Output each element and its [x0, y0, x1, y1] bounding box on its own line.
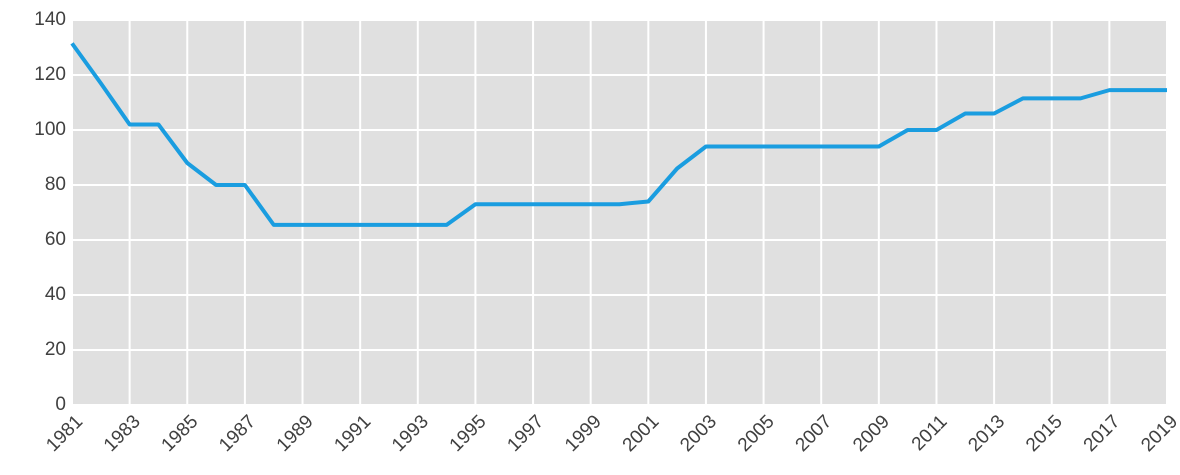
x-tick-label: 1999	[561, 411, 606, 456]
x-tick-label: 1983	[100, 411, 145, 456]
x-tick-label: 1981	[42, 411, 87, 456]
x-tick-label: 2011	[908, 411, 952, 455]
x-tick-label: 2013	[964, 411, 1009, 456]
x-tick-label: 2003	[676, 411, 721, 456]
x-tick-label: 2005	[734, 411, 779, 456]
y-tick-label: 0	[55, 394, 66, 415]
x-tick-label: 1989	[273, 411, 318, 456]
x-tick-label: 2017	[1080, 411, 1125, 456]
x-tick-label: 2007	[792, 411, 837, 456]
x-tick-label: 1993	[388, 411, 433, 456]
plot-area	[72, 20, 1167, 405]
y-tick-label: 120	[34, 64, 66, 85]
y-tick-label: 40	[45, 284, 66, 305]
y-tick-label: 80	[45, 174, 66, 195]
y-tick-label: 60	[45, 229, 66, 250]
x-tick-label: 1995	[446, 411, 491, 456]
y-tick-label: 20	[45, 339, 66, 360]
x-tick-label: 1991	[330, 411, 375, 456]
y-tick-label: 140	[34, 9, 66, 30]
y-tick-label: 100	[34, 119, 66, 140]
line	[70, 42, 1167, 227]
x-tick-label: 2019	[1137, 411, 1180, 456]
x-tick-label: 1987	[215, 411, 260, 456]
x-tick-label: 2001	[619, 411, 664, 456]
x-tick-label: 2009	[849, 411, 894, 456]
x-tick-label: 1997	[503, 411, 548, 456]
x-tick-label: 2015	[1022, 411, 1067, 456]
x-tick-label: 1985	[158, 411, 203, 456]
